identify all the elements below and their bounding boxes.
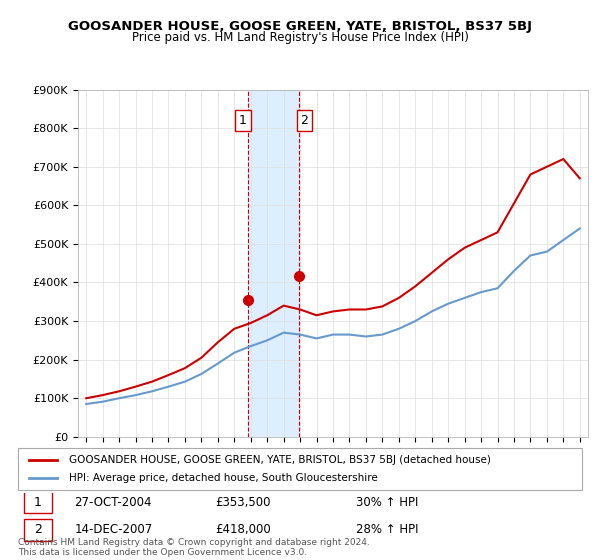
Text: GOOSANDER HOUSE, GOOSE GREEN, YATE, BRISTOL, BS37 5BJ: GOOSANDER HOUSE, GOOSE GREEN, YATE, BRIS…	[68, 20, 532, 32]
FancyBboxPatch shape	[23, 491, 52, 513]
Text: 1: 1	[34, 496, 41, 508]
Text: GOOSANDER HOUSE, GOOSE GREEN, YATE, BRISTOL, BS37 5BJ (detached house): GOOSANDER HOUSE, GOOSE GREEN, YATE, BRIS…	[69, 455, 491, 465]
Text: £353,500: £353,500	[215, 496, 271, 508]
FancyBboxPatch shape	[23, 519, 52, 541]
Bar	[248, 90, 299, 437]
Text: 2: 2	[300, 114, 308, 127]
Text: Price paid vs. HM Land Registry's House Price Index (HPI): Price paid vs. HM Land Registry's House …	[131, 31, 469, 44]
Text: 2: 2	[34, 523, 41, 536]
Text: £418,000: £418,000	[215, 523, 271, 536]
Text: 30% ↑ HPI: 30% ↑ HPI	[356, 496, 419, 508]
Text: HPI: Average price, detached house, South Gloucestershire: HPI: Average price, detached house, Sout…	[69, 473, 377, 483]
FancyBboxPatch shape	[18, 448, 582, 490]
Text: 14-DEC-2007: 14-DEC-2007	[74, 523, 152, 536]
Text: Contains HM Land Registry data © Crown copyright and database right 2024.
This d: Contains HM Land Registry data © Crown c…	[18, 538, 370, 557]
Text: 27-OCT-2004: 27-OCT-2004	[74, 496, 152, 508]
Text: 28% ↑ HPI: 28% ↑ HPI	[356, 523, 419, 536]
Text: 1: 1	[239, 114, 247, 127]
